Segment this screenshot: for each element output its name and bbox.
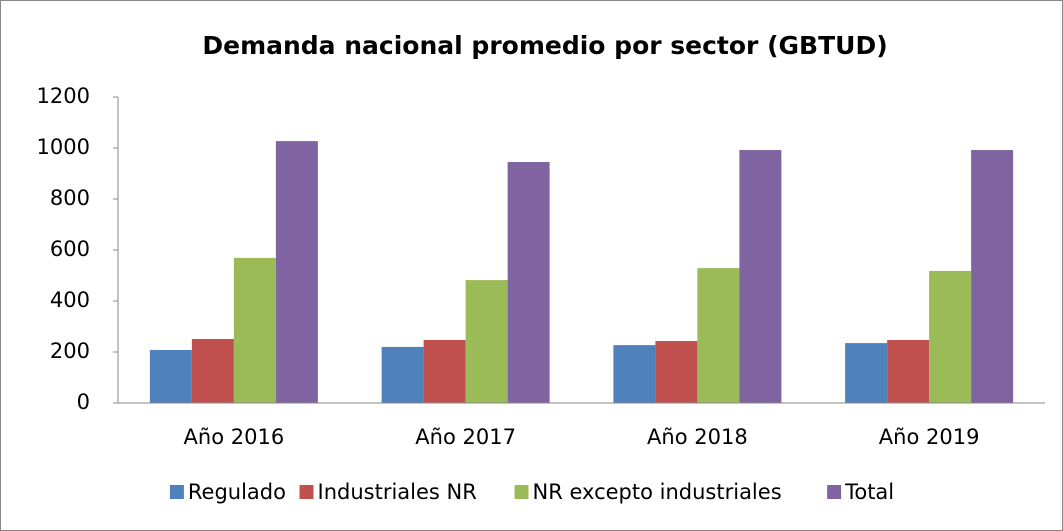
bar (149, 349, 192, 403)
bar (465, 280, 508, 403)
bar (191, 338, 234, 403)
legend-label: Regulado (188, 480, 286, 504)
bar (275, 141, 318, 404)
bar (929, 270, 972, 403)
bar (655, 341, 698, 403)
y-tick-label: 800 (50, 186, 90, 210)
x-tick-label: Año 2019 (879, 425, 980, 449)
legend-swatch (827, 485, 842, 499)
bar (845, 343, 888, 403)
bar (971, 150, 1014, 403)
y-tick-label: 200 (50, 339, 90, 363)
bar (381, 346, 424, 403)
legend-swatch (169, 485, 184, 499)
x-tick-label: Año 2016 (184, 425, 285, 449)
bar (887, 340, 930, 403)
bar (613, 345, 656, 403)
chart-title: Demanda nacional promedio por sector (GB… (202, 31, 887, 60)
x-tick-label: Año 2017 (415, 425, 516, 449)
x-tick-label: Año 2018 (647, 425, 748, 449)
y-tick-label: 1200 (37, 84, 90, 108)
legend-swatch (299, 485, 314, 499)
bar (697, 268, 740, 403)
bar (233, 257, 276, 403)
bar (739, 150, 782, 403)
y-tick-label: 600 (50, 237, 90, 261)
legend-label: NR excepto industriales (533, 480, 782, 504)
y-tick-label: 0 (77, 390, 90, 414)
y-tick-label: 400 (50, 288, 90, 312)
legend-label: Industriales NR (318, 480, 477, 504)
legend-swatch (514, 485, 529, 499)
bar (423, 340, 466, 403)
legend-label: Total (844, 480, 894, 504)
bar (507, 162, 550, 403)
y-tick-label: 1000 (37, 135, 90, 159)
